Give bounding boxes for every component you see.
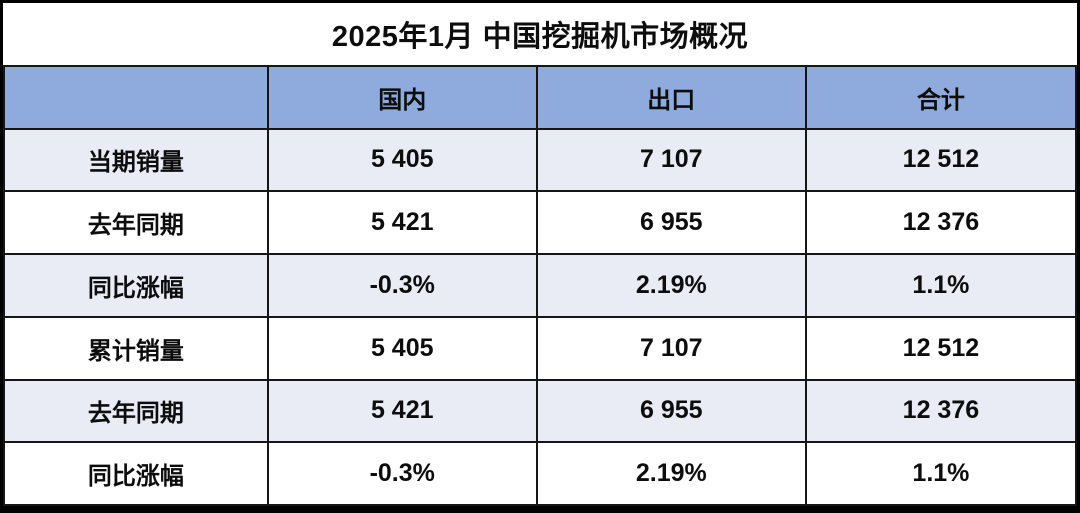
table-row-cumulative-sales: 累计销量 5 405 7 107 12 512 (3, 315, 1078, 381)
row-label: 同比涨幅 (3, 441, 269, 506)
row-label: 去年同期 (3, 190, 269, 255)
cell-domestic: -0.3% (266, 253, 538, 318)
row-label: 同比涨幅 (3, 253, 269, 318)
table-row-yoy-change: 同比涨幅 -0.3% 2.19% 1.1% (3, 253, 1078, 318)
table-row-last-year-same-period: 去年同期 5 421 6 955 12 376 (3, 190, 1078, 255)
cell-domestic: 5 405 (266, 315, 538, 381)
table-row-current-sales: 当期销量 5 405 7 107 12 512 (3, 127, 1078, 193)
cell-total: 12 512 (804, 315, 1078, 381)
cell-domestic: 5 421 (266, 190, 538, 255)
header-cell-total: 合计 (804, 64, 1078, 130)
header-cell-export: 出口 (535, 64, 807, 130)
row-label: 去年同期 (3, 378, 269, 444)
cell-export: 7 107 (535, 315, 807, 381)
cell-total: 12 376 (804, 378, 1078, 444)
cell-export: 2.19% (535, 253, 807, 318)
cell-total: 1.1% (804, 253, 1078, 318)
row-label: 累计销量 (3, 315, 269, 381)
header-cell-empty (3, 64, 269, 130)
header-row: 国内 出口 合计 (3, 64, 1078, 130)
table-row-last-year-same-period-cumulative: 去年同期 5 421 6 955 12 376 (3, 378, 1078, 444)
cell-domestic: 5 405 (266, 127, 538, 193)
data-table: 2025年1月 中国挖掘机市场概况 国内 出口 合计 当期销量 5 405 7 … (3, 3, 1078, 506)
table-row-yoy-change-cumulative: 同比涨幅 -0.3% 2.19% 1.1% (3, 441, 1078, 506)
cell-total: 12 512 (804, 127, 1078, 193)
cell-export: 2.19% (535, 441, 807, 506)
row-label: 当期销量 (3, 127, 269, 193)
cell-total: 12 376 (804, 190, 1078, 255)
cell-export: 7 107 (535, 127, 807, 193)
cell-export: 6 955 (535, 378, 807, 444)
cell-domestic: -0.3% (266, 441, 538, 506)
cell-total: 1.1% (804, 441, 1078, 506)
cell-export: 6 955 (535, 190, 807, 255)
header-cell-domestic: 国内 (266, 64, 538, 130)
table-title: 2025年1月 中国挖掘机市场概况 (4, 3, 1076, 67)
cell-domestic: 5 421 (266, 378, 538, 444)
title-row: 2025年1月 中国挖掘机市场概况 (4, 3, 1076, 67)
